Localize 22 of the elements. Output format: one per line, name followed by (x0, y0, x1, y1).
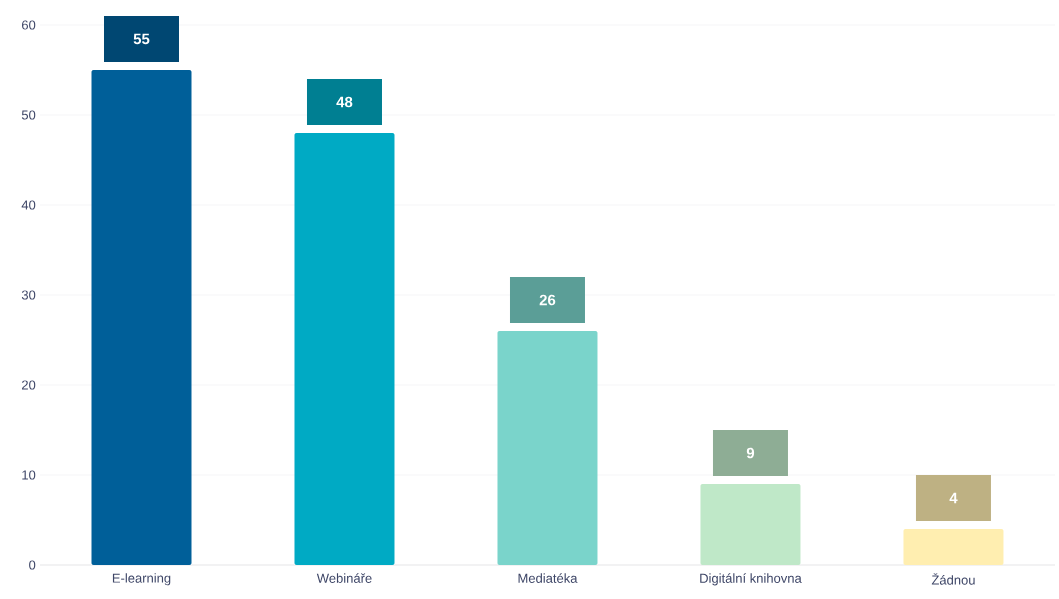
y-tick-label: 30 (21, 290, 36, 300)
x-tick-label: Digitální knihovna (700, 573, 802, 586)
x-tick-label: Webináře (316, 573, 372, 583)
bar (497, 331, 598, 565)
y-tick-label: 50 (21, 110, 36, 120)
data-label: 4 (949, 492, 958, 504)
y-tick-label: 0 (29, 560, 36, 570)
bar (294, 133, 395, 565)
x-tick-label: Žádnou (931, 573, 975, 585)
y-tick-label: 10 (22, 470, 36, 480)
bar (91, 70, 192, 565)
data-label: 48 (336, 96, 353, 108)
bar (903, 529, 1004, 565)
data-label: 26 (539, 294, 556, 306)
data-label: 9 (746, 447, 755, 459)
y-tick-label: 60 (22, 20, 36, 30)
y-tick-label: 40 (21, 200, 36, 210)
data-label: 55 (133, 33, 150, 45)
bar (700, 484, 801, 565)
y-tick-label: 20 (22, 380, 36, 390)
x-tick-label: E-learning (112, 573, 171, 586)
x-tick-label: Mediatéka (518, 573, 578, 583)
